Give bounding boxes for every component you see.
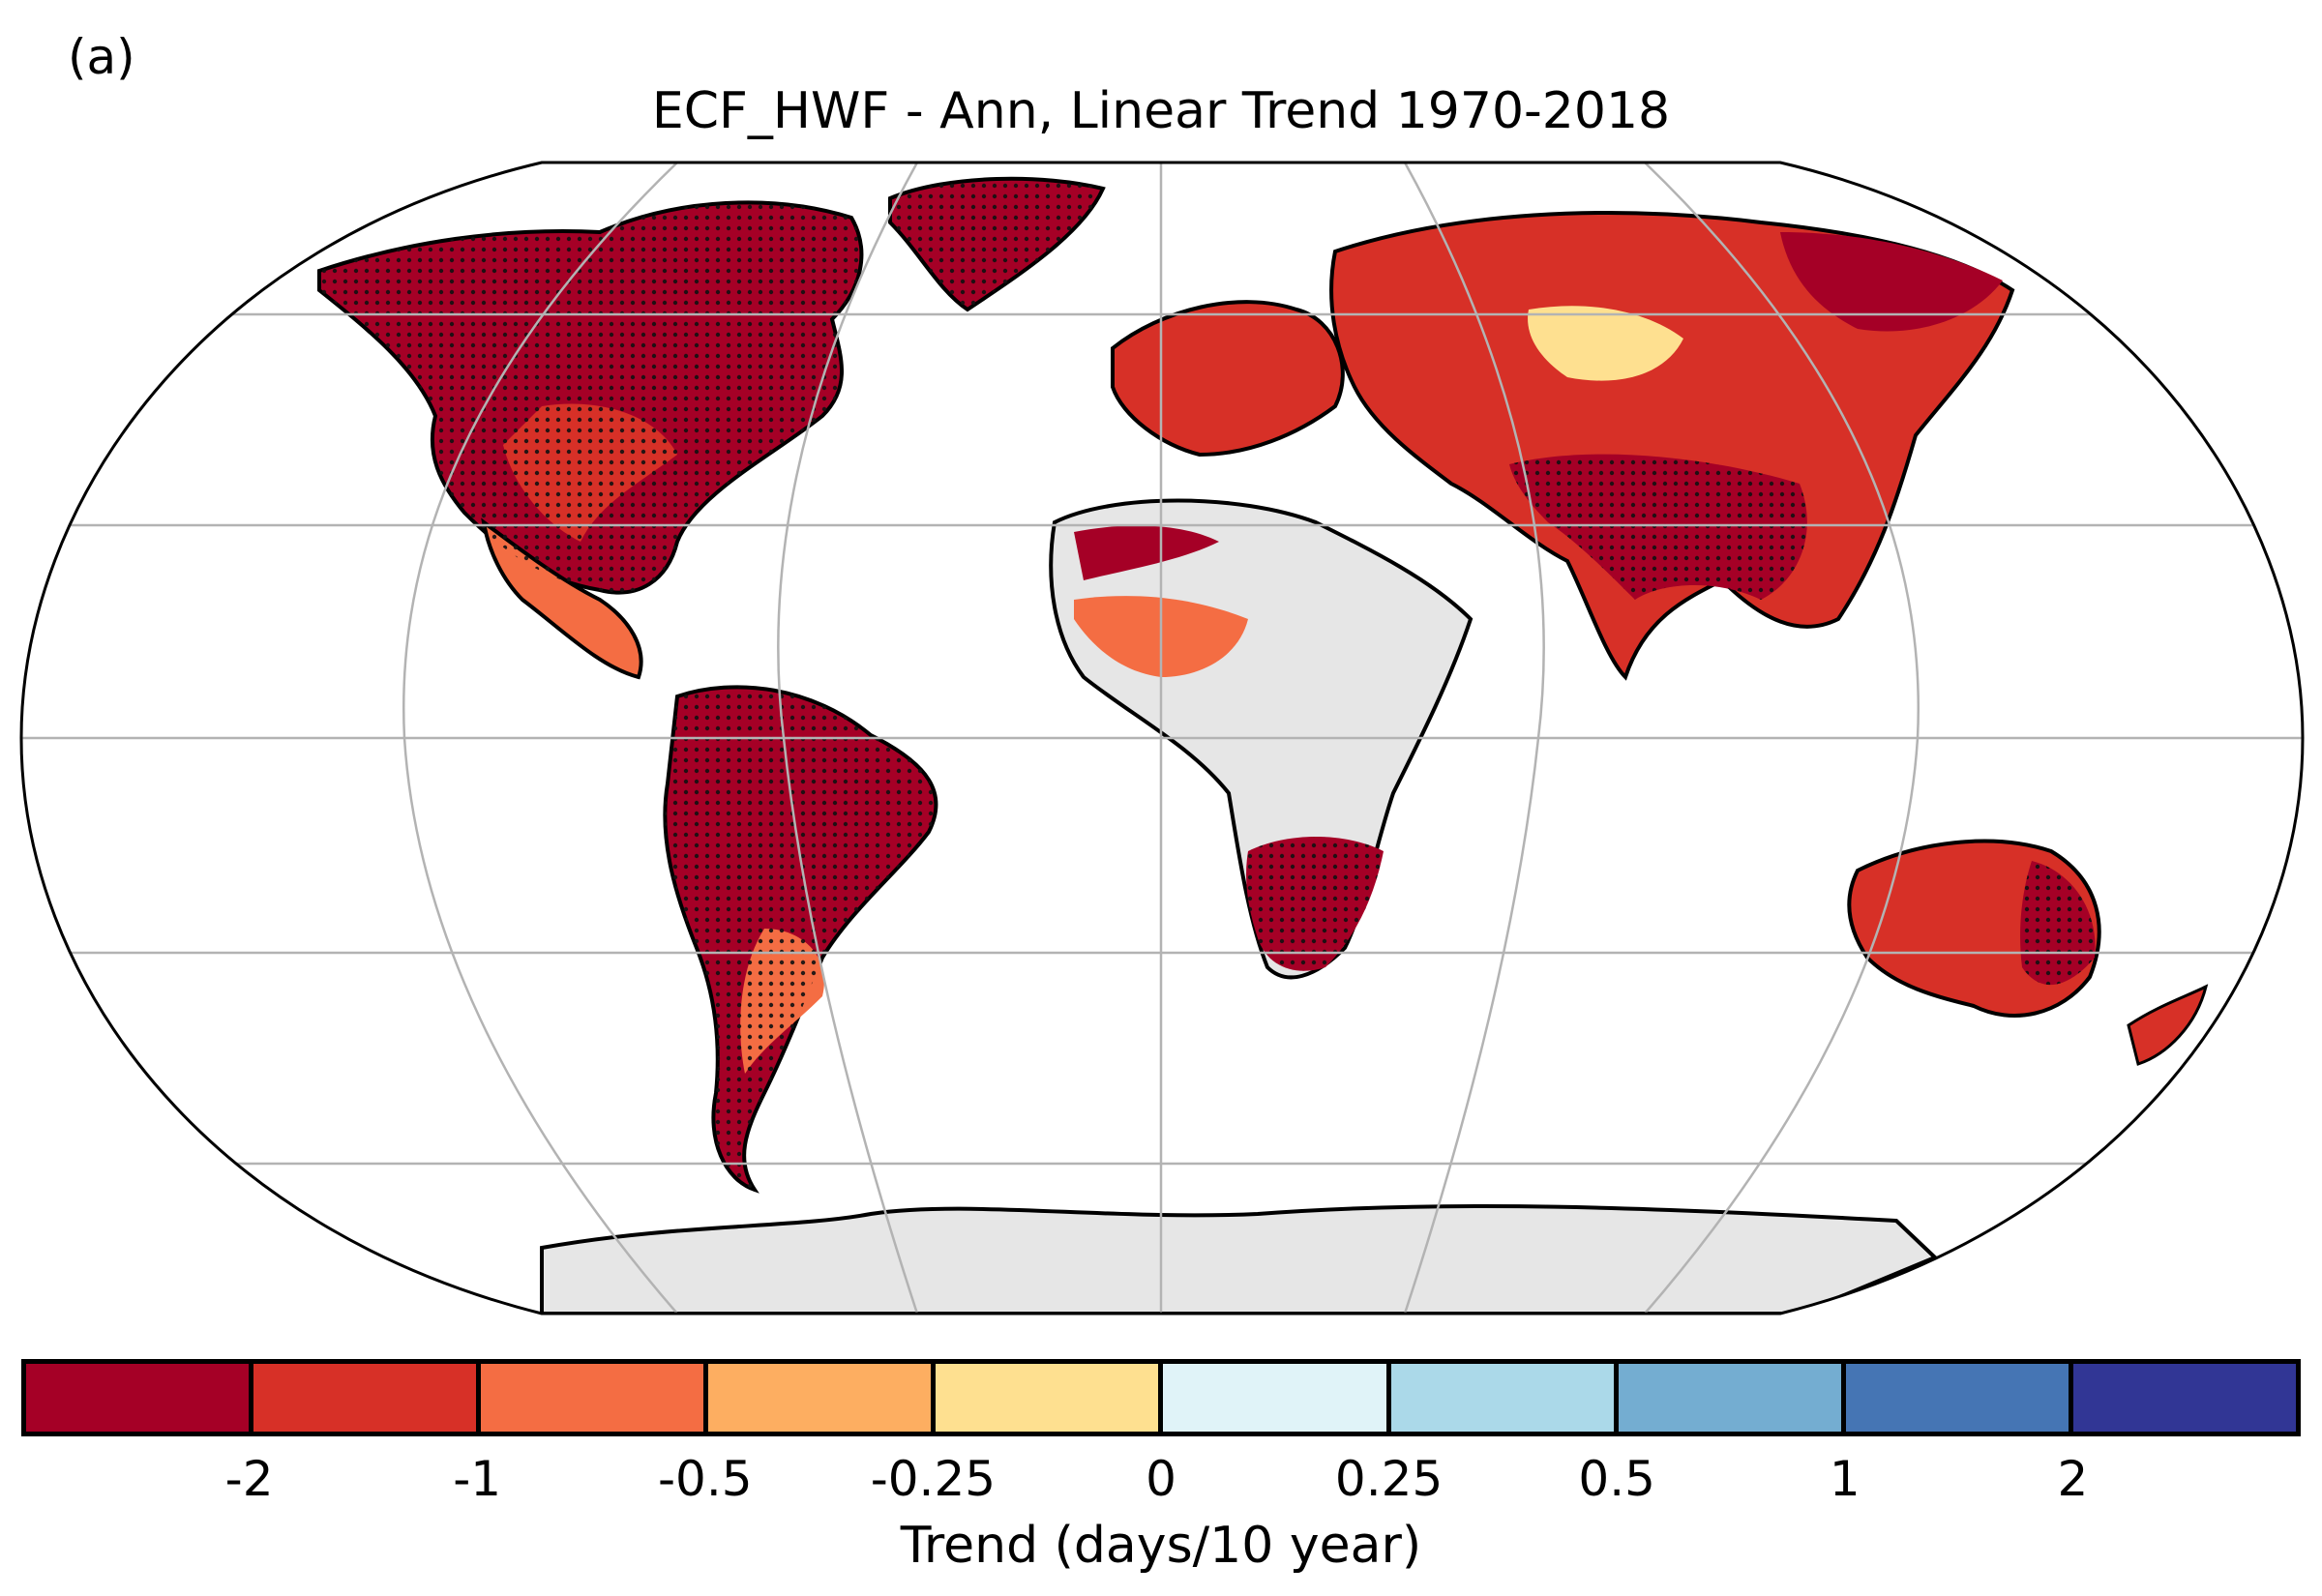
stippling [319,178,2096,1190]
graticule [21,163,2303,1314]
colorbar-tick-label: -0.25 [870,1451,997,1507]
colorbar [21,1359,2301,1436]
colorbar-swatch [1618,1364,1846,1432]
colorbar-tick-label: 1 [1829,1451,1861,1507]
colorbar-tick-label: -2 [224,1451,274,1507]
colorbar-tick-label: 0 [1146,1451,1176,1507]
colorbar-swatch [481,1364,709,1432]
colorbar-swatch [2072,1364,2296,1432]
colorbar-tick-label: 0.25 [1334,1451,1444,1507]
region-new-zealand [2127,984,2209,1066]
region-central-asia [1528,306,1683,381]
map-title: ECF_HWF - Ann, Linear Trend 1970-2018 [651,82,1671,140]
colorbar-tick-label: -1 [453,1451,502,1507]
region-siberia-east [1780,232,2003,332]
region-europe [1111,300,1345,458]
colorbar-swatch [936,1364,1164,1432]
colorbar-tick-label: -0.5 [658,1451,753,1507]
colorbar-swatch [708,1364,937,1432]
colorbar-label: Trend (days/10 year) [900,1517,1422,1575]
colorbar-tick-label: 0.5 [1578,1451,1655,1507]
colorbar-swatch [1390,1364,1619,1432]
colorbar-swatch [26,1364,254,1432]
region-antarctica [540,1203,1939,1314]
colorbar-swatch [253,1364,482,1432]
colorbar-swatch [1163,1364,1391,1432]
colorbar-swatch [1845,1364,2073,1432]
panel-label: (a) [68,29,135,85]
region-north-africa [1074,525,1219,580]
region-asia [1329,211,2015,681]
colorbar-tick-label: 2 [2057,1451,2089,1507]
